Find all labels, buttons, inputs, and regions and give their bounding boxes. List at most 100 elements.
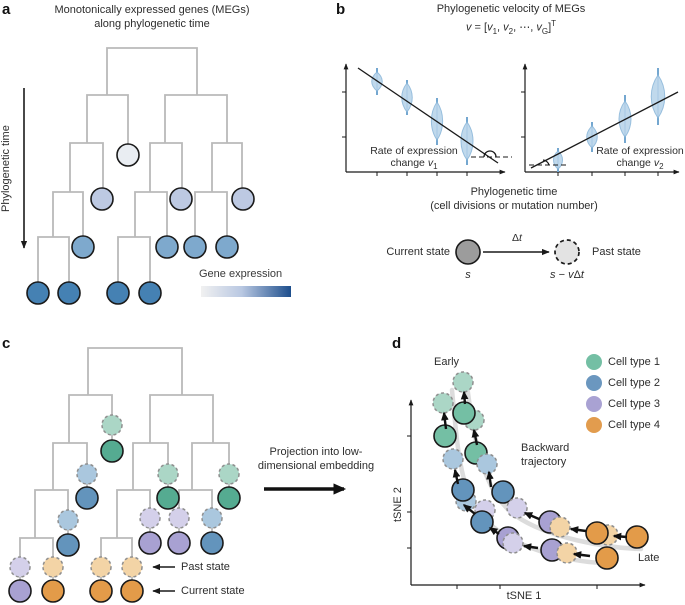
delta-t-label: Δt	[512, 232, 522, 244]
panel-label-d: d	[392, 335, 402, 352]
panel-label-a: a	[2, 1, 11, 18]
panel-a-tree-branches	[37, 47, 243, 289]
scatter-past-point	[452, 371, 474, 393]
past-state-circle	[554, 239, 580, 265]
rate-annotation-left: Rate of expression change v1	[370, 145, 458, 172]
scatter-current-point	[491, 480, 515, 504]
panel-a-title-line2: along phylogenetic time	[94, 18, 210, 30]
tree-node-expression-3	[26, 281, 50, 305]
scatter-past-point	[506, 497, 528, 519]
panel-d-axes	[407, 399, 646, 589]
scatter-current-point	[585, 521, 609, 545]
backward-trajectory-line2: trajectory	[521, 456, 567, 468]
panel-b-x-axis-line2: (cell divisions or mutation number)	[430, 200, 598, 212]
legend-label-cell-type-1: Cell type 1	[608, 356, 660, 368]
panel-c-tree-branches	[19, 347, 230, 590]
scatter-current-point	[595, 546, 619, 570]
legend-label-cell-type-4: Cell type 4	[608, 419, 660, 431]
current-state-node	[89, 579, 113, 603]
tree-node-expression-3	[138, 281, 162, 305]
tree-node-expression-1	[90, 187, 114, 211]
past-state-node	[101, 414, 123, 436]
past-state-node	[201, 507, 223, 529]
panel-b-x-axis-line1: Phylogenetic time	[470, 186, 558, 198]
past-state-node	[168, 507, 190, 529]
gene-expression-label: Gene expression	[199, 268, 283, 280]
tree-node-expression-2	[215, 235, 239, 259]
increasing-trend-line	[530, 91, 679, 169]
current-state-node	[8, 579, 32, 603]
panel-c-tree-nodes	[8, 414, 241, 603]
tree-node-expression-2	[155, 235, 179, 259]
panel-b-right-plot	[521, 63, 680, 176]
past-state-node	[139, 507, 161, 529]
scatter-past-point	[476, 453, 498, 475]
current-state-node	[120, 579, 144, 603]
tsne1-axis-label: tSNE 1	[506, 590, 542, 602]
scatter-past-point	[502, 532, 524, 554]
angle-arc	[542, 159, 550, 166]
velocity-formula: v = [v1, v2, ⋯, vG]T	[465, 19, 557, 36]
legend-label-cell-type-2: Cell type 2	[608, 377, 660, 389]
scatter-current-point	[470, 510, 494, 534]
projection-label-line2: dimensional embedding	[257, 460, 375, 472]
scatter-past-point	[442, 448, 464, 470]
current-state-node	[217, 486, 241, 510]
tree-node-expression-2	[183, 235, 207, 259]
panel-c-past-state-label: Past state	[181, 561, 230, 573]
tree-node-expression-1	[231, 187, 255, 211]
rate-annotation-right: Rate of expression change v2	[596, 145, 684, 172]
current-state-node	[75, 486, 99, 510]
current-state-node	[138, 531, 162, 555]
current-state-node	[56, 533, 80, 557]
gene-expression-colorbar	[201, 286, 291, 297]
legend-swatch-cell-type-1	[586, 354, 602, 370]
phylogenetic-time-axis-label: Phylogenetic time	[0, 125, 12, 212]
legend-label-cell-type-3: Cell type 3	[608, 398, 660, 410]
past-state-label: Past state	[592, 246, 641, 258]
s-minus-vdt-label: s − vΔt	[550, 269, 584, 281]
scatter-current-point	[452, 401, 476, 425]
past-state-node	[42, 556, 64, 578]
past-state-node	[121, 556, 143, 578]
panel-b-left-plot	[342, 63, 512, 176]
backward-velocity-arrows	[441, 390, 628, 559]
tree-node-expression-3	[106, 281, 130, 305]
scatter-past-point	[556, 542, 578, 564]
tree-node-expression-1	[169, 187, 193, 211]
current-state-circle	[455, 239, 481, 265]
violin-plots-increasing	[553, 68, 666, 172]
panel-b-title: Phylogenetic velocity of MEGs	[436, 3, 586, 15]
past-state-node	[90, 556, 112, 578]
current-state-node	[156, 486, 180, 510]
scatter-current-point	[625, 525, 649, 549]
current-state-node	[100, 439, 124, 463]
past-state-node	[76, 463, 98, 485]
past-state-node	[9, 556, 31, 578]
past-state-node	[57, 509, 79, 531]
projection-label-line1: Projection into low-	[269, 446, 363, 458]
backward-trajectory-line1: Backward	[521, 442, 570, 454]
panel-d-scatter	[432, 371, 649, 570]
panel-a-title-line1: Monotonically expressed genes (MEGs)	[54, 4, 250, 16]
tree-node-expression-2	[71, 235, 95, 259]
panel-label-b: b	[336, 1, 346, 18]
current-state-node	[41, 579, 65, 603]
legend-swatch-cell-type-3	[586, 396, 602, 412]
s-label: s	[465, 269, 471, 281]
decreasing-trend-line	[357, 67, 499, 164]
tree-node-expression-3	[57, 281, 81, 305]
early-label: Early	[434, 356, 460, 368]
tree-node-expression-0	[116, 143, 140, 167]
past-state-node	[218, 463, 240, 485]
past-state-node	[157, 463, 179, 485]
current-state-node	[167, 531, 191, 555]
scatter-current-point	[451, 478, 475, 502]
panel-a-tree-nodes	[26, 143, 255, 305]
state-transition-diagram	[455, 239, 580, 265]
late-label: Late	[638, 552, 660, 564]
tsne2-axis-label: tSNE 2	[392, 487, 404, 522]
legend-swatch-cell-type-4	[586, 417, 602, 433]
